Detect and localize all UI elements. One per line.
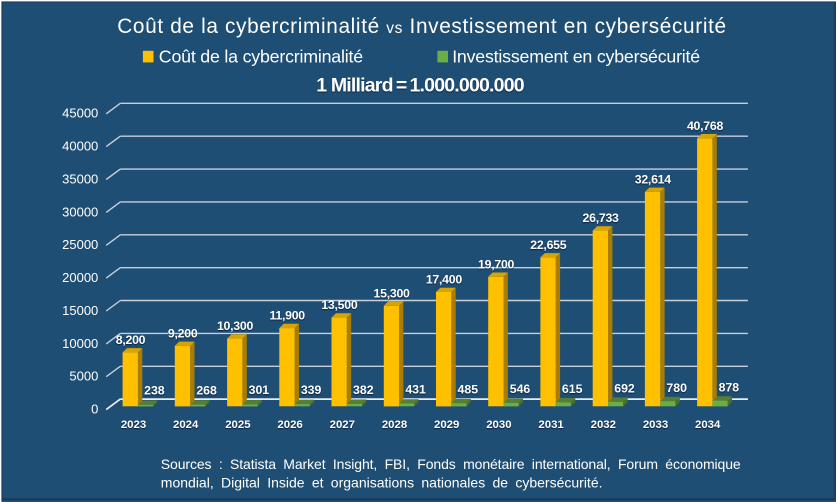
svg-text:2023: 2023 xyxy=(121,419,146,431)
svg-text:485: 485 xyxy=(458,382,479,396)
svg-text:10000: 10000 xyxy=(62,336,98,351)
svg-text:2033: 2033 xyxy=(643,419,668,431)
svg-text:Investissement en cybersécurit: Investissement en cybersécurité xyxy=(452,47,700,67)
svg-text:2032: 2032 xyxy=(591,419,616,431)
svg-text:268: 268 xyxy=(196,383,217,397)
svg-text:19,700: 19,700 xyxy=(478,257,515,271)
svg-text:2029: 2029 xyxy=(434,419,459,431)
svg-text:Sources : Statista Market Insi: Sources : Statista Market Insight, FBI, … xyxy=(161,456,741,472)
svg-text:32,614: 32,614 xyxy=(635,172,672,186)
svg-text:2034: 2034 xyxy=(695,419,721,431)
svg-text:15000: 15000 xyxy=(62,303,98,318)
svg-text:2031: 2031 xyxy=(538,419,564,431)
svg-text:26,733: 26,733 xyxy=(583,211,620,225)
svg-text:878: 878 xyxy=(719,381,740,395)
svg-text:615: 615 xyxy=(562,382,583,396)
svg-text:692: 692 xyxy=(614,382,635,396)
svg-text:1 Milliard = 1.000.000.000: 1 Milliard = 1.000.000.000 xyxy=(316,75,525,97)
svg-text:238: 238 xyxy=(144,384,165,398)
svg-text:20000: 20000 xyxy=(62,270,98,285)
svg-text:2026: 2026 xyxy=(277,419,302,431)
svg-text:2025: 2025 xyxy=(225,419,251,431)
svg-text:45000: 45000 xyxy=(62,106,98,121)
svg-text:5000: 5000 xyxy=(69,369,98,384)
svg-text:2030: 2030 xyxy=(486,419,511,431)
svg-text:546: 546 xyxy=(510,382,531,396)
svg-text:339: 339 xyxy=(301,383,322,397)
svg-text:2028: 2028 xyxy=(382,419,407,431)
svg-text:780: 780 xyxy=(666,381,687,395)
svg-text:10,300: 10,300 xyxy=(217,319,254,333)
svg-text:25000: 25000 xyxy=(62,237,98,252)
svg-text:40000: 40000 xyxy=(62,139,98,154)
svg-text:0: 0 xyxy=(91,402,98,417)
svg-text:2027: 2027 xyxy=(330,419,355,431)
svg-text:22,655: 22,655 xyxy=(530,238,567,252)
svg-text:8,200: 8,200 xyxy=(116,333,146,347)
svg-text:431: 431 xyxy=(405,383,426,397)
svg-text:mondial, Digital Inside et org: mondial, Digital Inside et organisations… xyxy=(161,475,603,491)
svg-text:40,768: 40,768 xyxy=(687,119,724,133)
svg-text:17,400: 17,400 xyxy=(426,273,463,287)
svg-text:301: 301 xyxy=(249,383,270,397)
svg-text:11,900: 11,900 xyxy=(269,309,305,323)
svg-text:Coût de la cybercriminalité vs: Coût de la cybercriminalité vs Investiss… xyxy=(117,15,727,38)
svg-text:Coût de la cybercriminalité: Coût de la cybercriminalité xyxy=(159,47,363,67)
svg-text:2024: 2024 xyxy=(173,419,199,431)
svg-text:13,500: 13,500 xyxy=(321,298,358,312)
svg-text:35000: 35000 xyxy=(62,171,98,186)
svg-text:30000: 30000 xyxy=(62,204,98,219)
svg-text:382: 382 xyxy=(353,383,374,397)
svg-text:15,300: 15,300 xyxy=(374,286,411,300)
svg-text:9,200: 9,200 xyxy=(168,326,198,340)
